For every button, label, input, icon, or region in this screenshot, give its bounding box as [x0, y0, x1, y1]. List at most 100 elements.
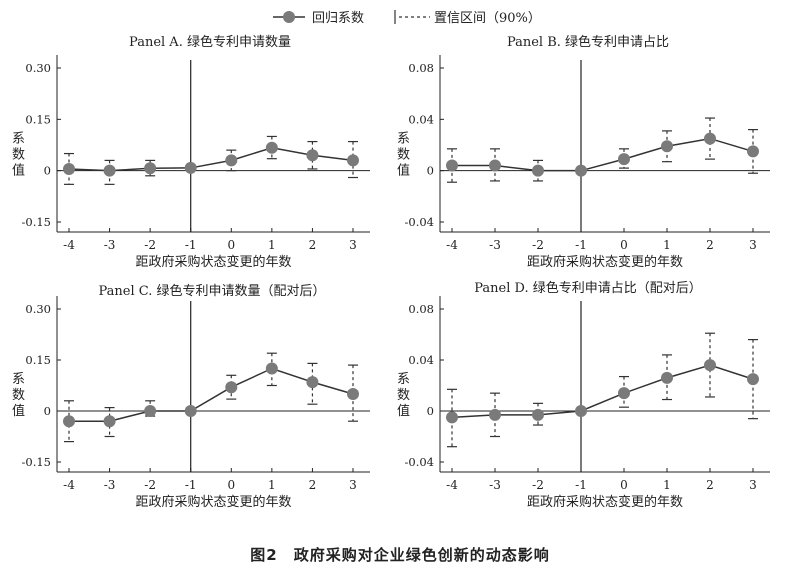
y-axis-label-char: 值 [12, 163, 25, 179]
data-point [446, 411, 458, 424]
legend-coef-label: 回归系数 [312, 11, 364, 26]
x-axis-label: 距政府采购状态变更的年数 [527, 494, 683, 510]
y-tick-label: 0.08 [408, 302, 434, 316]
data-point [532, 408, 544, 421]
x-tick-label: 2 [706, 478, 714, 492]
y-axis-label-char: 数 [397, 148, 410, 163]
data-point [747, 373, 759, 386]
x-tick-label: 3 [349, 478, 357, 492]
x-tick-label: 1 [268, 478, 276, 492]
x-tick-label: -3 [104, 478, 116, 492]
x-tick-label: 3 [749, 238, 757, 252]
data-point [184, 405, 197, 417]
y-tick-label: -0.04 [405, 215, 435, 229]
y-axis-label-char: 系 [397, 372, 410, 387]
x-axis-label: 距政府采购状态变更的年数 [135, 254, 291, 270]
y-tick-label: -0.04 [405, 455, 435, 469]
data-point [489, 408, 501, 421]
data-point [661, 371, 673, 384]
x-tick-label: 0 [227, 478, 235, 492]
y-tick-label: 0 [427, 404, 434, 418]
y-tick-label: 0.30 [25, 61, 51, 75]
data-point [618, 387, 630, 400]
y-axis-label-char: 数 [397, 388, 410, 403]
panel-title: Panel B. 绿色专利申请占比 [507, 34, 669, 50]
data-point [575, 164, 587, 177]
x-tick-label: -2 [144, 238, 156, 252]
x-tick-label: -2 [532, 238, 544, 252]
data-point [704, 359, 716, 372]
x-tick-label: 0 [620, 238, 628, 252]
x-tick-label: 3 [349, 238, 357, 252]
figure-svg: 回归系数 置信区间（90%） Panel A. 绿色专利申请数量 0.30 0.15… [12, 10, 770, 510]
x-tick-label: -1 [185, 478, 197, 492]
data-point [103, 415, 116, 428]
x-axis-label: 距政府采购状态变更的年数 [527, 254, 683, 270]
x-tick-label: -1 [575, 238, 587, 252]
data-point [446, 159, 458, 172]
data-point [704, 132, 716, 145]
y-axis-label-char: 系 [12, 372, 25, 387]
legend-ci-label: 置信区间（90%） [434, 11, 541, 26]
y-tick-label: -0.15 [22, 455, 52, 469]
legend: 回归系数 置信区间（90%） [273, 10, 541, 26]
data-point [103, 164, 116, 177]
series-line [451, 364, 754, 419]
y-axis-label-char: 数 [12, 148, 25, 163]
y-axis-label-char: 值 [397, 403, 410, 419]
y-tick-label: 0 [44, 404, 51, 418]
y-tick-label: 0.04 [408, 112, 434, 126]
panel-title: Panel A. 绿色专利申请数量 [129, 34, 291, 50]
data-point [347, 388, 359, 400]
panel-2: Panel B. 绿色专利申请占比 0.08 0.04 0 -0.04 -4 -3 -2 -1 0… [397, 34, 770, 270]
figure-caption: 图2 政府采购对企业绿色创新的动态影响 [250, 546, 550, 564]
panel-1: Panel A. 绿色专利申请数量 0.30 0.15 0 -0.15 -4 -3 -2 -1 0… [12, 34, 370, 270]
y-axis-label-char: 值 [397, 163, 410, 179]
data-point [747, 145, 759, 158]
x-tick-label: 2 [309, 478, 317, 492]
y-tick-label: 0.15 [25, 112, 51, 126]
data-point [306, 149, 319, 162]
y-tick-label: 0.30 [25, 302, 51, 316]
data-point [618, 153, 630, 166]
series-line [68, 146, 354, 172]
data-point [306, 376, 319, 389]
x-tick-label: -3 [104, 238, 116, 252]
x-tick-label: -4 [446, 238, 458, 252]
x-tick-label: -2 [532, 478, 544, 492]
x-tick-label: 0 [227, 238, 235, 252]
x-tick-label: 1 [663, 238, 671, 252]
x-tick-label: 2 [309, 238, 317, 252]
y-axis-label-char: 值 [12, 403, 25, 419]
x-tick-label: -4 [446, 478, 458, 492]
data-point [489, 159, 501, 172]
series-line [69, 367, 354, 422]
data-point [575, 405, 587, 417]
y-tick-label: 0.08 [408, 61, 434, 75]
panel-3: Panel C. 绿色专利申请数量（配对后） 0.30 0.15 0 -0.15 -4 -3… [12, 283, 370, 510]
data-point [265, 362, 278, 375]
data-point [144, 162, 157, 175]
x-tick-label: 1 [268, 238, 276, 252]
x-tick-label: 3 [749, 478, 757, 492]
data-point [225, 154, 238, 167]
data-point [347, 154, 359, 167]
data-point [265, 141, 278, 154]
y-tick-label: -0.15 [22, 215, 52, 229]
y-axis-label-char: 系 [397, 132, 410, 147]
x-tick-label: -4 [63, 238, 75, 252]
panel-title: Panel C. 绿色专利申请数量（配对后） [98, 283, 325, 299]
y-tick-label: 0.15 [25, 353, 51, 367]
y-axis-label-char: 系 [12, 132, 25, 147]
data-point [532, 164, 544, 177]
series-line [452, 137, 754, 172]
x-tick-label: 2 [706, 238, 714, 252]
legend-coef-marker [283, 11, 295, 23]
x-tick-label: -3 [489, 238, 501, 252]
data-point [63, 415, 75, 428]
data-point [184, 161, 197, 174]
data-point [63, 162, 75, 175]
y-tick-label: 0 [44, 164, 51, 178]
y-tick-label: 0.04 [408, 353, 434, 367]
